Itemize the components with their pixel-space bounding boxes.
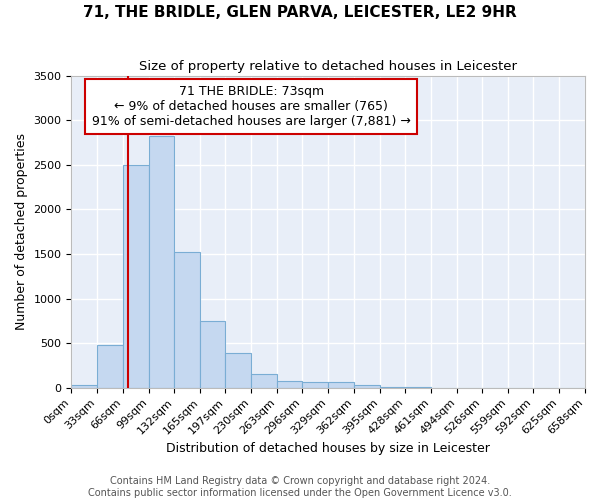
Bar	[302, 382, 328, 388]
Text: Contains HM Land Registry data © Crown copyright and database right 2024.
Contai: Contains HM Land Registry data © Crown c…	[88, 476, 512, 498]
Bar	[251, 374, 277, 388]
X-axis label: Distribution of detached houses by size in Leicester: Distribution of detached houses by size …	[166, 442, 490, 455]
Bar	[225, 353, 251, 388]
Bar	[71, 385, 97, 388]
Bar	[380, 387, 406, 388]
Bar	[149, 136, 175, 388]
Title: Size of property relative to detached houses in Leicester: Size of property relative to detached ho…	[139, 60, 517, 73]
Text: 71 THE BRIDLE: 73sqm
← 9% of detached houses are smaller (765)
91% of semi-detac: 71 THE BRIDLE: 73sqm ← 9% of detached ho…	[92, 85, 410, 128]
Bar	[328, 382, 354, 388]
Bar	[123, 165, 149, 388]
Y-axis label: Number of detached properties: Number of detached properties	[15, 133, 28, 330]
Bar	[200, 321, 225, 388]
Bar	[277, 380, 302, 388]
Text: 71, THE BRIDLE, GLEN PARVA, LEICESTER, LE2 9HR: 71, THE BRIDLE, GLEN PARVA, LEICESTER, L…	[83, 5, 517, 20]
Bar	[354, 385, 380, 388]
Bar	[97, 345, 123, 388]
Bar	[175, 252, 200, 388]
